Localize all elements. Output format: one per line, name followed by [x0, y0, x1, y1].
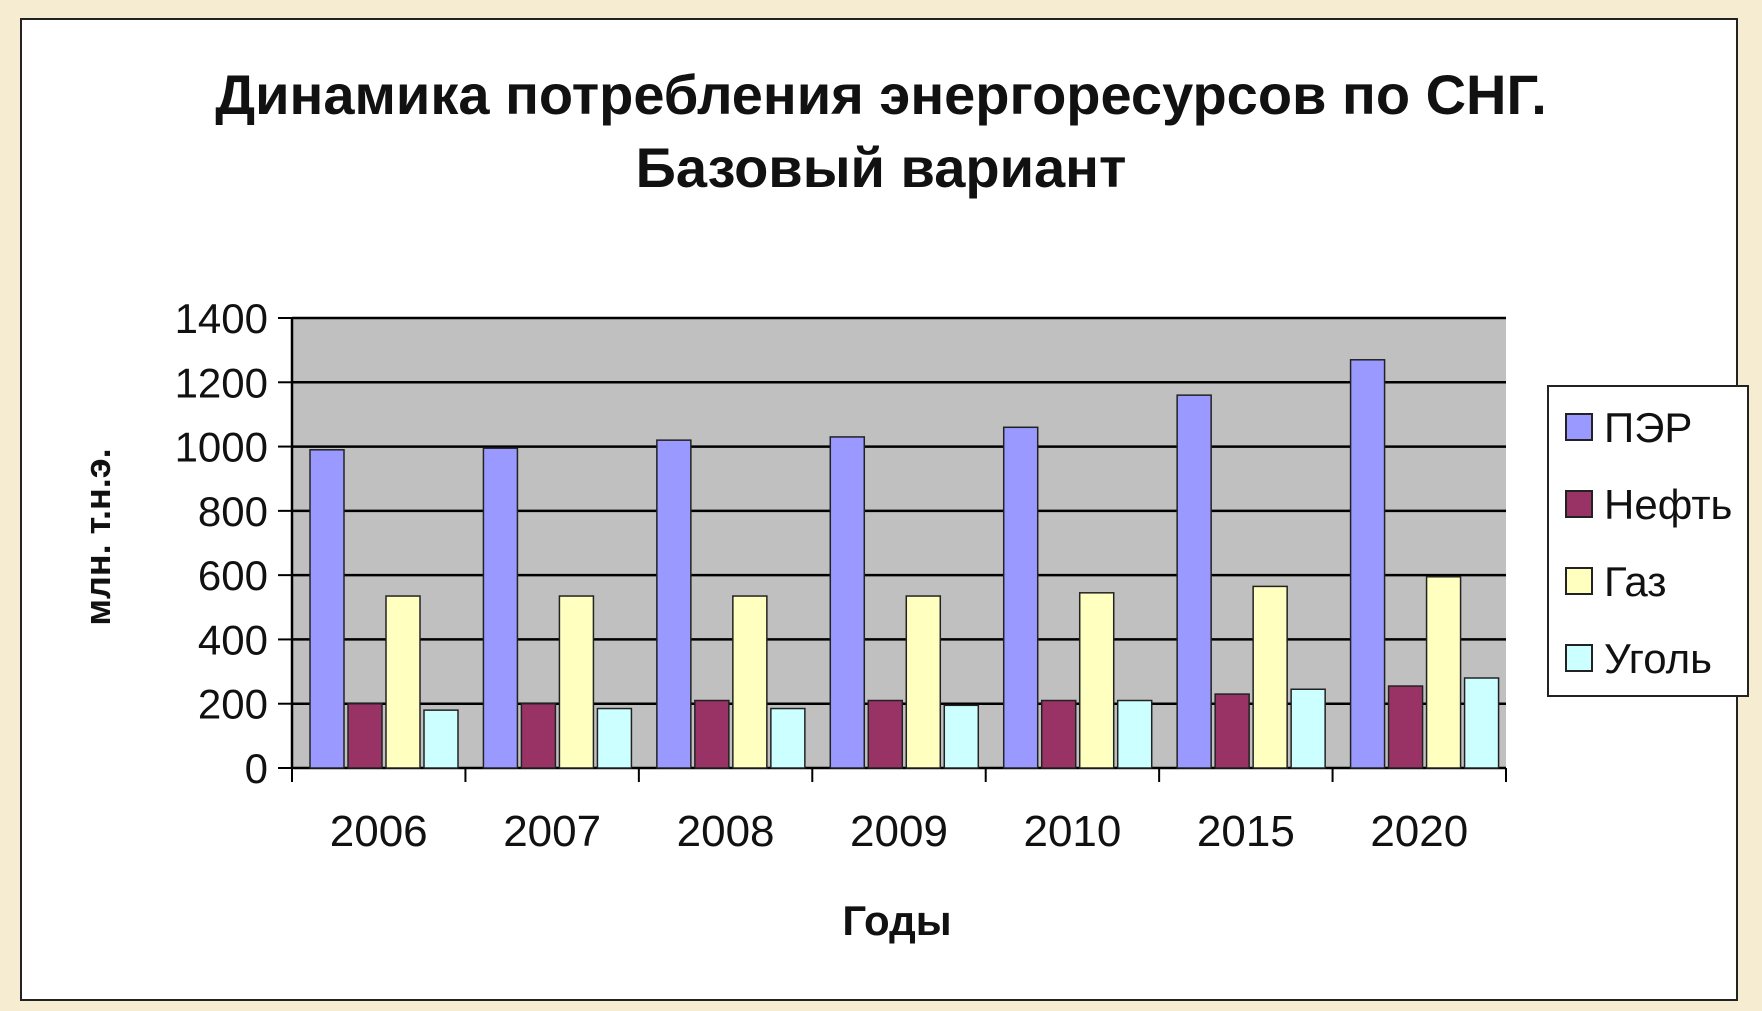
- bar-Газ-2009: [905, 595, 942, 769]
- bar-Газ-2020: [1425, 576, 1462, 769]
- x-tick-label: 2020: [1370, 807, 1468, 856]
- bar-ПЭР-2006: [309, 449, 345, 769]
- x-tick-label: 2008: [677, 807, 775, 856]
- bar-Газ-2008: [732, 595, 768, 769]
- y-tick-label: 200: [198, 681, 268, 728]
- x-tick-label: 2006: [330, 807, 428, 856]
- x-tick-label: 2010: [1023, 807, 1121, 856]
- bar-Уголь-2008: [770, 707, 806, 769]
- y-tick-label: 0: [245, 745, 268, 792]
- bar-Нефть-2008: [694, 699, 730, 769]
- bar-Газ-2007: [558, 595, 595, 769]
- bar-Нефть-2020: [1387, 685, 1424, 769]
- chart-title: Динамика потребления энергоресурсов по С…: [215, 63, 1547, 126]
- bar-ПЭР-2015: [1176, 394, 1212, 769]
- chart-subtitle: Базовый вариант: [635, 136, 1127, 199]
- x-axis-label: Годы: [842, 897, 951, 944]
- bar-Уголь-2007: [596, 707, 633, 769]
- y-tick-label: 1000: [175, 424, 268, 471]
- x-tick-label: 2015: [1197, 807, 1295, 856]
- x-tick-label: 2007: [503, 807, 601, 856]
- bar-Нефть-2009: [867, 699, 904, 769]
- bar-ПЭР-2010: [1002, 426, 1039, 769]
- legend-label-Нефть: Нефть: [1604, 481, 1732, 528]
- y-tick-label: 800: [198, 488, 268, 535]
- legend-swatch-Уголь: [1565, 644, 1593, 672]
- bar-Газ-2015: [1252, 585, 1288, 769]
- bar-ПЭР-2007: [482, 447, 519, 769]
- y-tick-label: 600: [198, 552, 268, 599]
- y-tick-label: 1400: [175, 295, 268, 342]
- bar-Газ-2006: [385, 595, 421, 769]
- bar-Нефть-2007: [520, 702, 557, 769]
- bar-Газ-2010: [1078, 592, 1115, 769]
- bar-Уголь-2010: [1116, 699, 1153, 769]
- bar-Нефть-2006: [347, 702, 383, 769]
- legend-swatch-ПЭР: [1565, 413, 1593, 441]
- bar-Нефть-2015: [1214, 693, 1250, 769]
- y-tick-label: 1200: [175, 359, 268, 406]
- legend-swatch-Газ: [1565, 567, 1593, 595]
- bar-Нефть-2010: [1040, 699, 1077, 769]
- bar-ПЭР-2009: [829, 436, 866, 769]
- y-axis-label: млн. т.н.э.: [77, 448, 118, 625]
- x-tick-label: 2009: [850, 807, 948, 856]
- legend-swatch-Нефть: [1565, 490, 1593, 518]
- legend-label-Газ: Газ: [1604, 558, 1667, 605]
- bar-ПЭР-2020: [1349, 359, 1386, 769]
- bar-Уголь-2015: [1290, 688, 1326, 769]
- legend-label-ПЭР: ПЭР: [1604, 404, 1692, 451]
- bar-Уголь-2009: [943, 704, 980, 769]
- bar-Уголь-2020: [1463, 677, 1500, 769]
- bar-Уголь-2006: [423, 709, 459, 769]
- y-tick-label: 400: [198, 616, 268, 663]
- legend-label-Уголь: Уголь: [1604, 635, 1712, 682]
- bar-ПЭР-2008: [656, 439, 692, 769]
